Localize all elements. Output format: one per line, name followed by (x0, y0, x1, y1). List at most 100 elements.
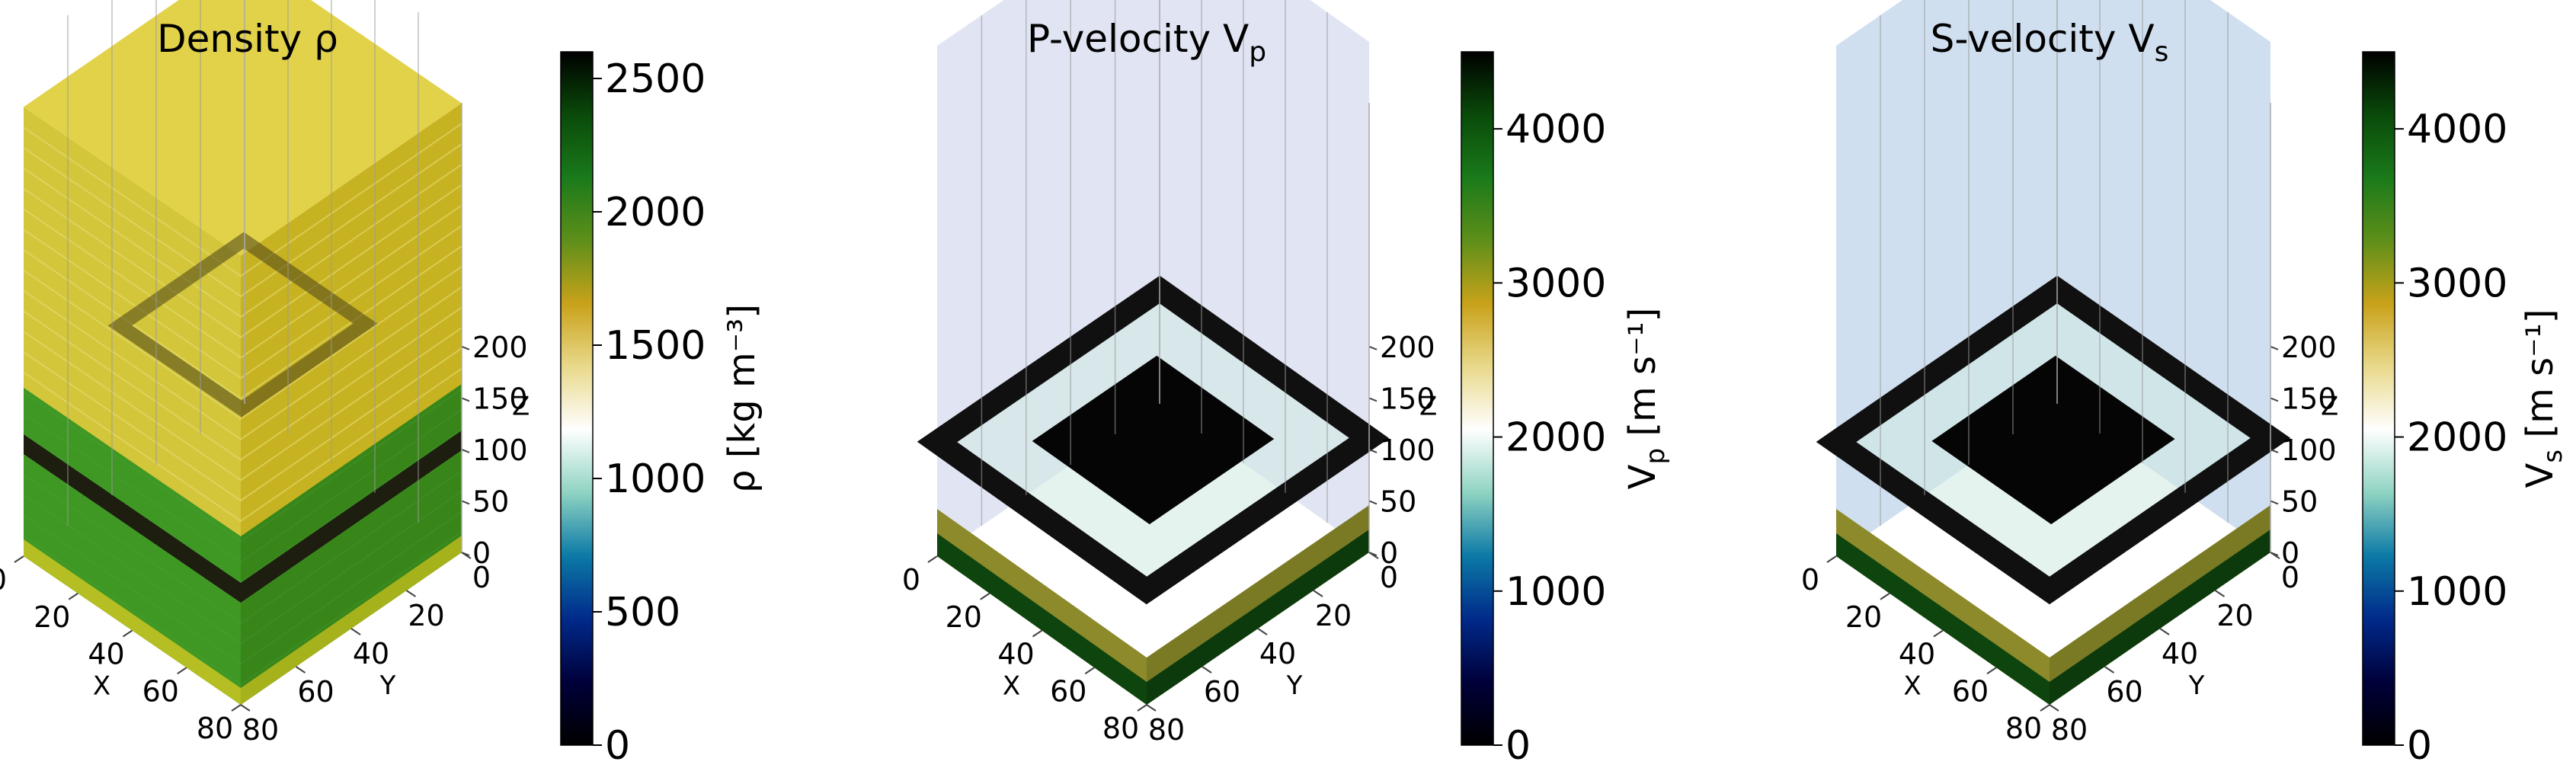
density-band-line (23, 347, 462, 502)
x-tick (68, 592, 78, 600)
x-tick (927, 555, 938, 563)
p-velocity-volume (917, 0, 1390, 705)
z-tick-label: 0 (1380, 536, 1398, 570)
y-tick (1202, 666, 1212, 674)
colorbar-tick-label: 1000 (605, 456, 706, 502)
colorbar-tick-label: 0 (2407, 723, 2432, 769)
y-tick-label: 20 (1315, 599, 1352, 632)
density-bottom-left (24, 539, 241, 705)
z-tick-label: 100 (1380, 434, 1435, 467)
z-tick (461, 345, 470, 350)
colorbar-tick-label: 2000 (1506, 415, 1606, 461)
density-volume (23, 0, 462, 705)
panel-density: 0 20 40 60 80 X 0 20 40 60 80 Y 0 50 100 150 200 Z Densit… (0, 0, 763, 769)
x-tick (1880, 592, 1890, 600)
density-dark-band-right (241, 430, 462, 603)
z-axis-label: Z (2321, 391, 2338, 421)
x-tick-label: 80 (2005, 712, 2042, 745)
z-tick (461, 500, 470, 505)
s-velocity-colorbar: 0 1000 2000 3000 4000 (2362, 51, 2507, 769)
y-tick (295, 666, 306, 674)
y-tick (350, 628, 361, 635)
colorbar-tick-label: 0 (1506, 723, 1531, 769)
y-tick (2049, 704, 2059, 712)
x-tick-label: 20 (946, 600, 982, 634)
x-axis-label: X (1003, 671, 1020, 702)
z-tick (1368, 345, 1378, 350)
colorbar-frame (2362, 51, 2395, 746)
z-tick (1368, 397, 1378, 402)
x-tick-label: 60 (1952, 674, 1989, 708)
colorbar-frame (560, 51, 594, 746)
velocity-base-right (2050, 530, 2270, 705)
y-tick (1313, 590, 1323, 597)
density-band-line (23, 123, 462, 277)
x-tick (122, 629, 133, 638)
x-tick-label: 80 (197, 712, 233, 745)
colorbar-tick-label: 2000 (2407, 415, 2507, 461)
colorbar-gradient (2363, 52, 2395, 745)
colorbar-tick-label: 2000 (605, 190, 706, 235)
z-tick-label: 50 (2281, 485, 2318, 518)
y-tick (2104, 666, 2115, 674)
y-tick-label: 80 (1148, 713, 1185, 747)
y-tick-label: 60 (1204, 675, 1240, 709)
density-axes: 0 20 40 60 80 X 0 20 40 60 80 Y 0 50 100 150 200 Z (0, 0, 530, 747)
s-velocity-title: S-velocity Vs (1931, 17, 2169, 68)
grid (1880, 0, 2229, 526)
grid (981, 0, 1328, 526)
density-inner-ring (107, 232, 378, 418)
x-tick-label: 0 (1801, 563, 1819, 597)
y-tick-label: 40 (353, 637, 389, 670)
colorbar-tick-label: 3000 (1506, 261, 1606, 306)
x-tick-label: 40 (1899, 638, 1935, 671)
z-tick-label: 0 (472, 536, 491, 570)
z-tick (1368, 500, 1378, 505)
x-axis-label: X (93, 671, 110, 702)
colorbar-frame (1461, 51, 1494, 746)
density-dark-band-left (24, 434, 241, 603)
x-tick-label: 60 (1050, 674, 1086, 708)
x-tick (1084, 667, 1095, 675)
colorbar-tick-label: 1500 (605, 323, 706, 369)
z-tick-label: 0 (2281, 536, 2299, 570)
colorbar-tick-label: 0 (605, 723, 630, 769)
y-axis-label: Y (379, 670, 396, 701)
z-tick (2270, 345, 2279, 350)
z-tick-label: 50 (472, 485, 509, 518)
z-tick (461, 448, 470, 453)
z-tick-label: 200 (1380, 331, 1435, 364)
x-tick-label: 0 (902, 563, 920, 597)
y-tick-label: 60 (2106, 675, 2142, 709)
density-bottom-right (241, 536, 462, 705)
z-tick (2270, 500, 2279, 505)
z-tick (1368, 552, 1378, 556)
x-tick (231, 704, 242, 712)
density-band-line (23, 327, 462, 482)
y-tick-label: 20 (408, 599, 444, 632)
z-tick (2270, 448, 2279, 453)
colorbar-tick-label: 4000 (2407, 107, 2507, 152)
z-tick-label: 100 (472, 434, 528, 467)
z-tick-label: 150 (2281, 382, 2337, 415)
velocity-base-left (1836, 533, 2050, 705)
velocity-base-right (1147, 530, 1369, 705)
x-tick (1826, 555, 1837, 563)
panel-s-velocity: 0 20 40 60 80 X 0 20 40 60 80 Y 0 50 100 150 200 Z S-velo… (1801, 0, 2568, 769)
x-tick-label: 80 (1102, 712, 1139, 745)
colorbar-gradient (561, 52, 593, 745)
z-tick-label: 150 (1380, 382, 1435, 415)
density-colorbar: 0 500 1000 1500 2000 2500 (560, 51, 706, 769)
colorbar-tick-label: 1000 (1506, 569, 1606, 615)
colorbar-gradient (1461, 52, 1493, 745)
density-band-line (23, 143, 462, 298)
density-band-line (23, 245, 462, 400)
z-tick (2270, 397, 2279, 402)
density-green-right (241, 383, 462, 705)
density-band-line (23, 225, 462, 379)
colorbar-tick-label: 2500 (605, 56, 706, 102)
y-tick (240, 704, 251, 712)
p-velocity-axes: 0 20 40 60 80 X 0 20 40 60 80 Y 0 50 100 150 200 Z (902, 0, 1437, 747)
x-axis-label: X (1903, 671, 1921, 702)
x-tick (177, 667, 187, 675)
